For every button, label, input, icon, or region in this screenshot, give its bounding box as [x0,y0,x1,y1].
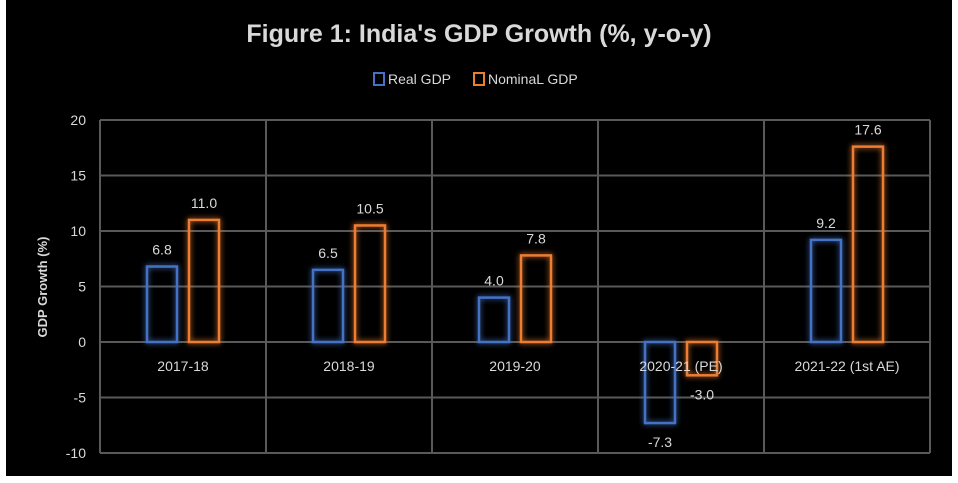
y-tick-label: -10 [66,445,86,461]
chart-title: Figure 1: India's GDP Growth (%, y-o-y) [246,20,711,48]
legend: Real GDP NominaL GDP [373,71,578,87]
data-label-nominal-gdp: -3.0 [690,386,714,402]
y-tick-label: -5 [74,390,87,406]
data-label-nominal-gdp: 17.6 [854,122,881,138]
data-label-real-gdp: 6.8 [152,242,172,258]
chart-frame: Figure 1: India's GDP Growth (%, y-o-y) … [6,0,952,476]
chart: Figure 1: India's GDP Growth (%, y-o-y) … [35,20,931,461]
y-axis-ticks: 20 15 10 5 0 -5 -10 [66,112,86,461]
gridlines [99,119,931,454]
bars [145,145,885,425]
data-labels: 6.8 11.0 6.5 10.5 4.0 7.8 -7.3 -3.0 9.2 17.6 [152,122,882,450]
bar-real-gdp [145,265,179,344]
data-label-nominal-gdp: 7.8 [526,230,546,246]
legend-label-nominal-gdp: NominaL GDP [488,71,578,87]
y-tick-label: 5 [78,279,86,295]
x-category-label: 2017-18 [157,358,209,374]
data-label-real-gdp: 6.5 [318,245,338,261]
bar-real-gdp [477,296,511,344]
bar-real-gdp [311,268,345,344]
x-category-label: 2018-19 [323,358,375,374]
x-category-label: 2020-21 (PE) [639,358,722,374]
x-category-label: 2019-20 [489,358,541,374]
y-tick-label: 0 [78,334,86,350]
x-axis-categories: 2017-18 2018-19 2019-20 2020-21 (PE) 2021-22… [157,358,899,374]
bar-real-gdp [643,340,677,425]
legend-label-real-gdp: Real GDP [388,71,451,87]
data-label-real-gdp: 9.2 [816,215,836,231]
y-axis-label: GDP Growth (%) [35,237,50,338]
y-tick-label: 20 [70,112,86,128]
x-category-label: 2021-22 (1st AE) [794,358,899,374]
bar-nominal-gdp [187,218,221,344]
y-tick-label: 10 [70,223,86,239]
legend-swatch-real-gdp [373,72,385,86]
data-label-nominal-gdp: 11.0 [191,195,217,211]
bar-nominal-gdp [851,145,885,344]
y-tick-label: 15 [70,168,86,184]
bar-real-gdp [809,238,843,344]
bar-nominal-gdp [519,254,553,344]
legend-swatch-nominal-gdp [473,72,485,86]
data-label-real-gdp: -7.3 [648,434,672,450]
bar-nominal-gdp [353,224,387,344]
data-label-real-gdp: 4.0 [484,273,504,289]
bar-nominal-gdp [685,340,719,377]
data-label-nominal-gdp: 10.5 [356,200,383,216]
